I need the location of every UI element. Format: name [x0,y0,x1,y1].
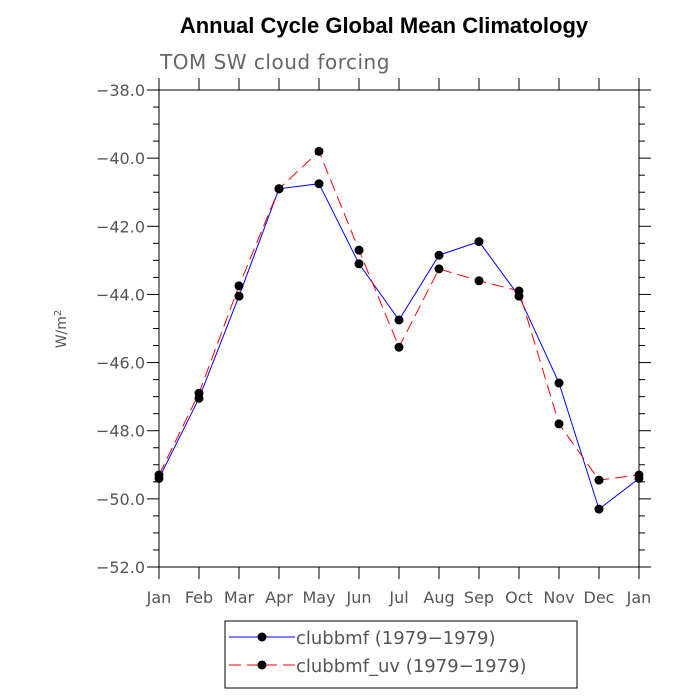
series-2-point [314,146,324,156]
series-1-point [354,259,364,269]
y-tick-label: −38.0 [96,81,145,100]
plot-frame [158,89,640,568]
x-tick-label: Feb [185,588,213,607]
y-tick-label: −40.0 [96,149,145,168]
legend: clubbmf (1979−1979) clubbmf_uv (1979−1979… [224,620,578,689]
x-tick-label: Sep [464,588,494,607]
x-tick-label: Oct [505,588,533,607]
y-axis-label: W/m2 [53,310,71,349]
series-2-point [354,245,364,255]
series-2-point [234,281,244,291]
x-tick-label: Jun [346,588,372,607]
series-2-point [594,475,604,485]
x-tick-label: May [302,588,335,607]
y-tick-label: −52.0 [96,558,145,577]
chart-subtitle: TOM SW cloud forcing [159,50,390,74]
y-axis-label-group: W/m2 [53,310,71,349]
series-1-point [554,378,564,388]
series-2-point [194,388,204,398]
y-tick-label: −44.0 [96,285,145,304]
series-2-point [514,286,524,296]
axes: −38.0 −40.0 −42.0 −44.0 −46.0 −48.0 −50.0 −52.0… [96,78,651,607]
x-tick-label: Mar [224,588,255,607]
legend-label-1: clubbmf (1979−1979) [296,628,496,649]
series-2-point [474,276,484,286]
y-axis-label-text: W/m [54,316,70,348]
series-2-point [394,342,404,352]
y-axis-label-superscript: 2 [53,310,64,316]
x-tick-label: Jul [388,588,408,607]
series-2-point [274,184,284,194]
legend-box [224,620,578,689]
y-tick-label: −50.0 [96,490,145,509]
series-2-point [554,419,564,429]
series-1-point [314,179,324,189]
x-tick-label: Apr [265,588,293,607]
x-tick-label: Jan [626,588,652,607]
series-1-point [474,237,484,247]
series-2-point [434,264,444,274]
legend-marker-2 [257,660,267,670]
series-1-point [234,291,244,301]
y-tick-label: −48.0 [96,422,145,441]
legend-label-2: clubbmf_uv (1979−1979) [296,656,527,677]
series-2-point [154,470,164,480]
x-tick-label: Nov [543,588,574,607]
x-tick-label: Aug [423,588,454,607]
series-1-point [394,315,404,325]
series-1-point [594,504,604,514]
series-layer [154,146,644,514]
x-tick-label: Jan [146,588,172,607]
y-tick-label: −46.0 [96,354,145,373]
y-tick-label: −42.0 [96,217,145,236]
x-tick-label: Dec [584,588,615,607]
legend-marker-1 [257,632,267,642]
chart-title: Annual Cycle Global Mean Climatology [180,13,589,38]
series-1-point [434,250,444,260]
series-2-point [634,470,644,480]
